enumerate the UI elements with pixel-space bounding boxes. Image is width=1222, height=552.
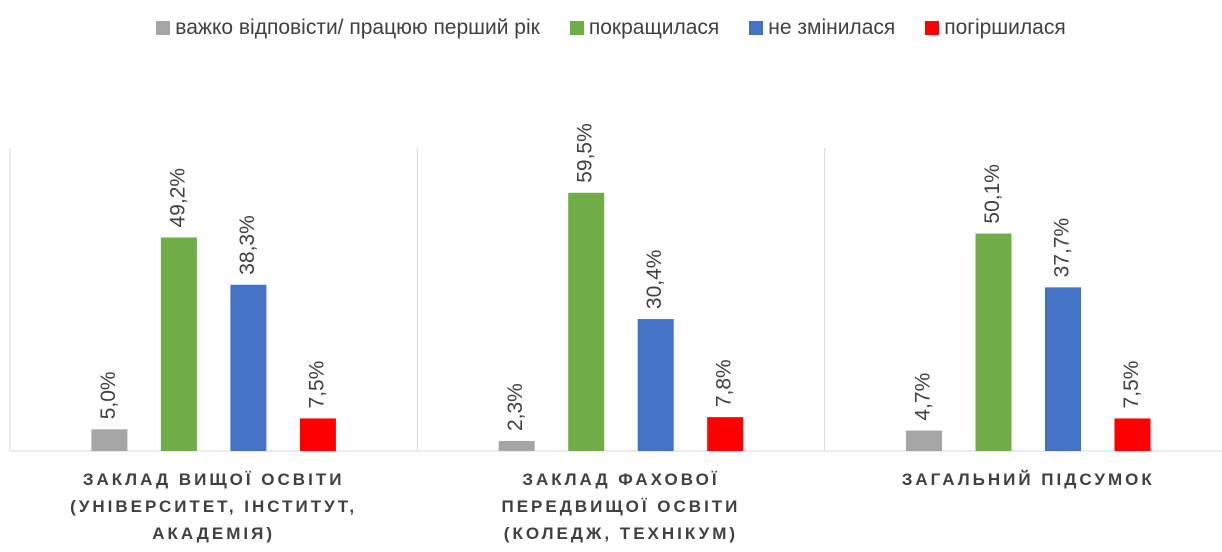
bar	[906, 430, 942, 451]
bar	[568, 192, 605, 451]
category-label: ЗАКЛАД ВИЩОЇ ОСВІТИ (УНІВЕРСИТЕТ, ІНСТИТ…	[70, 470, 358, 543]
bar	[91, 429, 128, 451]
legend-label: погіршилася	[944, 16, 1066, 39]
bar	[1114, 418, 1151, 451]
bar	[707, 417, 744, 451]
bar	[1045, 287, 1081, 451]
legend-item: погіршилася	[925, 16, 1066, 40]
data-label: 50,1%	[981, 164, 1004, 224]
data-label: 7,8%	[713, 359, 736, 407]
category-label: ЗАКЛАД ФАХОВОЇ ПЕРЕДВИЩОЇ ОСВІТИ (КОЛЕДЖ…	[501, 470, 741, 543]
data-label: 2,3%	[504, 383, 527, 431]
data-label: 59,5%	[574, 123, 597, 183]
legend-swatch	[749, 21, 764, 35]
data-label: 30,4%	[643, 250, 666, 310]
legend-swatch	[156, 21, 171, 35]
bar	[299, 418, 336, 451]
legend-item: покращилася	[569, 16, 720, 40]
data-label: 4,7%	[912, 373, 935, 421]
bar	[637, 319, 674, 451]
data-label: 37,7%	[1051, 218, 1074, 278]
legend-label: покращилася	[588, 16, 720, 39]
category-label: ЗАГАЛЬНИЙ ПІДСУМОК	[901, 470, 1155, 489]
data-label: 5,0%	[97, 371, 120, 419]
data-label: 7,5%	[1120, 361, 1143, 409]
data-label: 49,2%	[166, 168, 189, 228]
data-label: 7,5%	[305, 361, 328, 409]
legend-item: не змінилася	[749, 16, 895, 40]
legend-swatch	[569, 21, 584, 35]
bar	[230, 284, 267, 451]
legend-item: важко відповісти/ працюю перший рік	[156, 16, 540, 40]
legend-label: не змінилася	[768, 16, 896, 39]
legend-label: важко відповісти/ працюю перший рік	[175, 16, 540, 39]
bar	[975, 233, 1012, 451]
legend-swatch	[925, 21, 940, 35]
bar	[160, 237, 197, 451]
legend: важко відповісти/ працюю перший рік покра…	[0, 16, 1222, 40]
bar	[498, 441, 535, 451]
data-label: 38,3%	[236, 215, 259, 275]
